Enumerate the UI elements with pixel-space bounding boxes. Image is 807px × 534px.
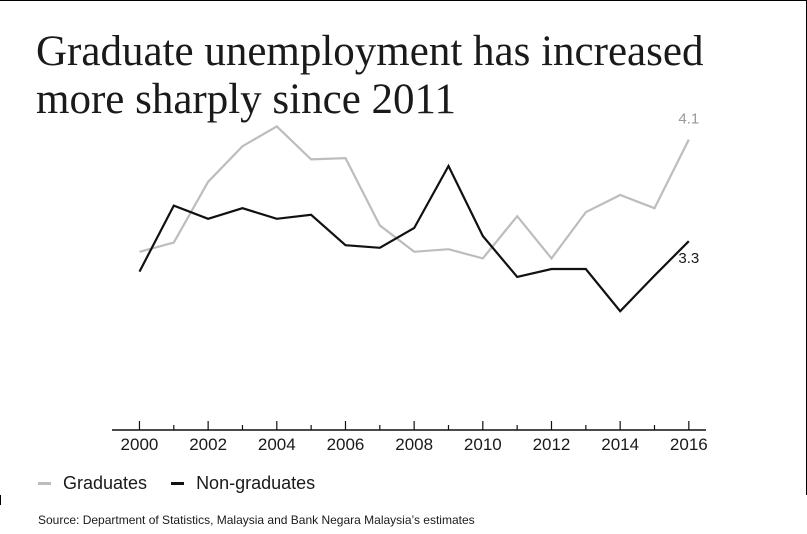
legend-swatch-graduates (38, 481, 51, 485)
frame-left-border (0, 495, 1, 505)
end-label-non-graduates: 3.3 (678, 250, 699, 267)
legend-label-graduates: Graduates (63, 472, 148, 493)
x-tick-label-2014: 2014 (601, 435, 639, 454)
chart-title-line-2: more sharply since 2011 (36, 76, 456, 123)
x-tick-label-2008: 2008 (395, 435, 433, 454)
legend-item-graduates: Graduates (38, 473, 147, 494)
x-tick-label-2000: 2000 (121, 435, 159, 454)
chart-title-line-1: Graduate unemployment has increased (36, 28, 704, 75)
legend-swatch-non-graduates (171, 481, 185, 485)
series-line-graduates (139, 125, 690, 261)
legend-item-non-graduates: Non-graduates (171, 473, 315, 494)
legend: Graduates Non-graduates (38, 471, 339, 495)
x-tick-label-2004: 2004 (258, 435, 296, 454)
legend-label-non-graduates: Non-graduates (196, 472, 316, 493)
series-line-non-graduates (138, 163, 690, 313)
source-note: Source: Department of Statistics, Malays… (38, 513, 475, 527)
chart-title: Graduate unemployment has increased more… (36, 28, 796, 124)
frame-top-border (0, 0, 807, 1)
x-tick-label-2010: 2010 (464, 435, 502, 454)
x-tick-label-2016: 2016 (670, 435, 708, 454)
x-tick-label-2002: 2002 (189, 435, 227, 454)
end-label-graduates: 4.1 (678, 111, 699, 128)
x-tick-label-2012: 2012 (533, 435, 571, 454)
x-tick-label-2006: 2006 (327, 435, 365, 454)
